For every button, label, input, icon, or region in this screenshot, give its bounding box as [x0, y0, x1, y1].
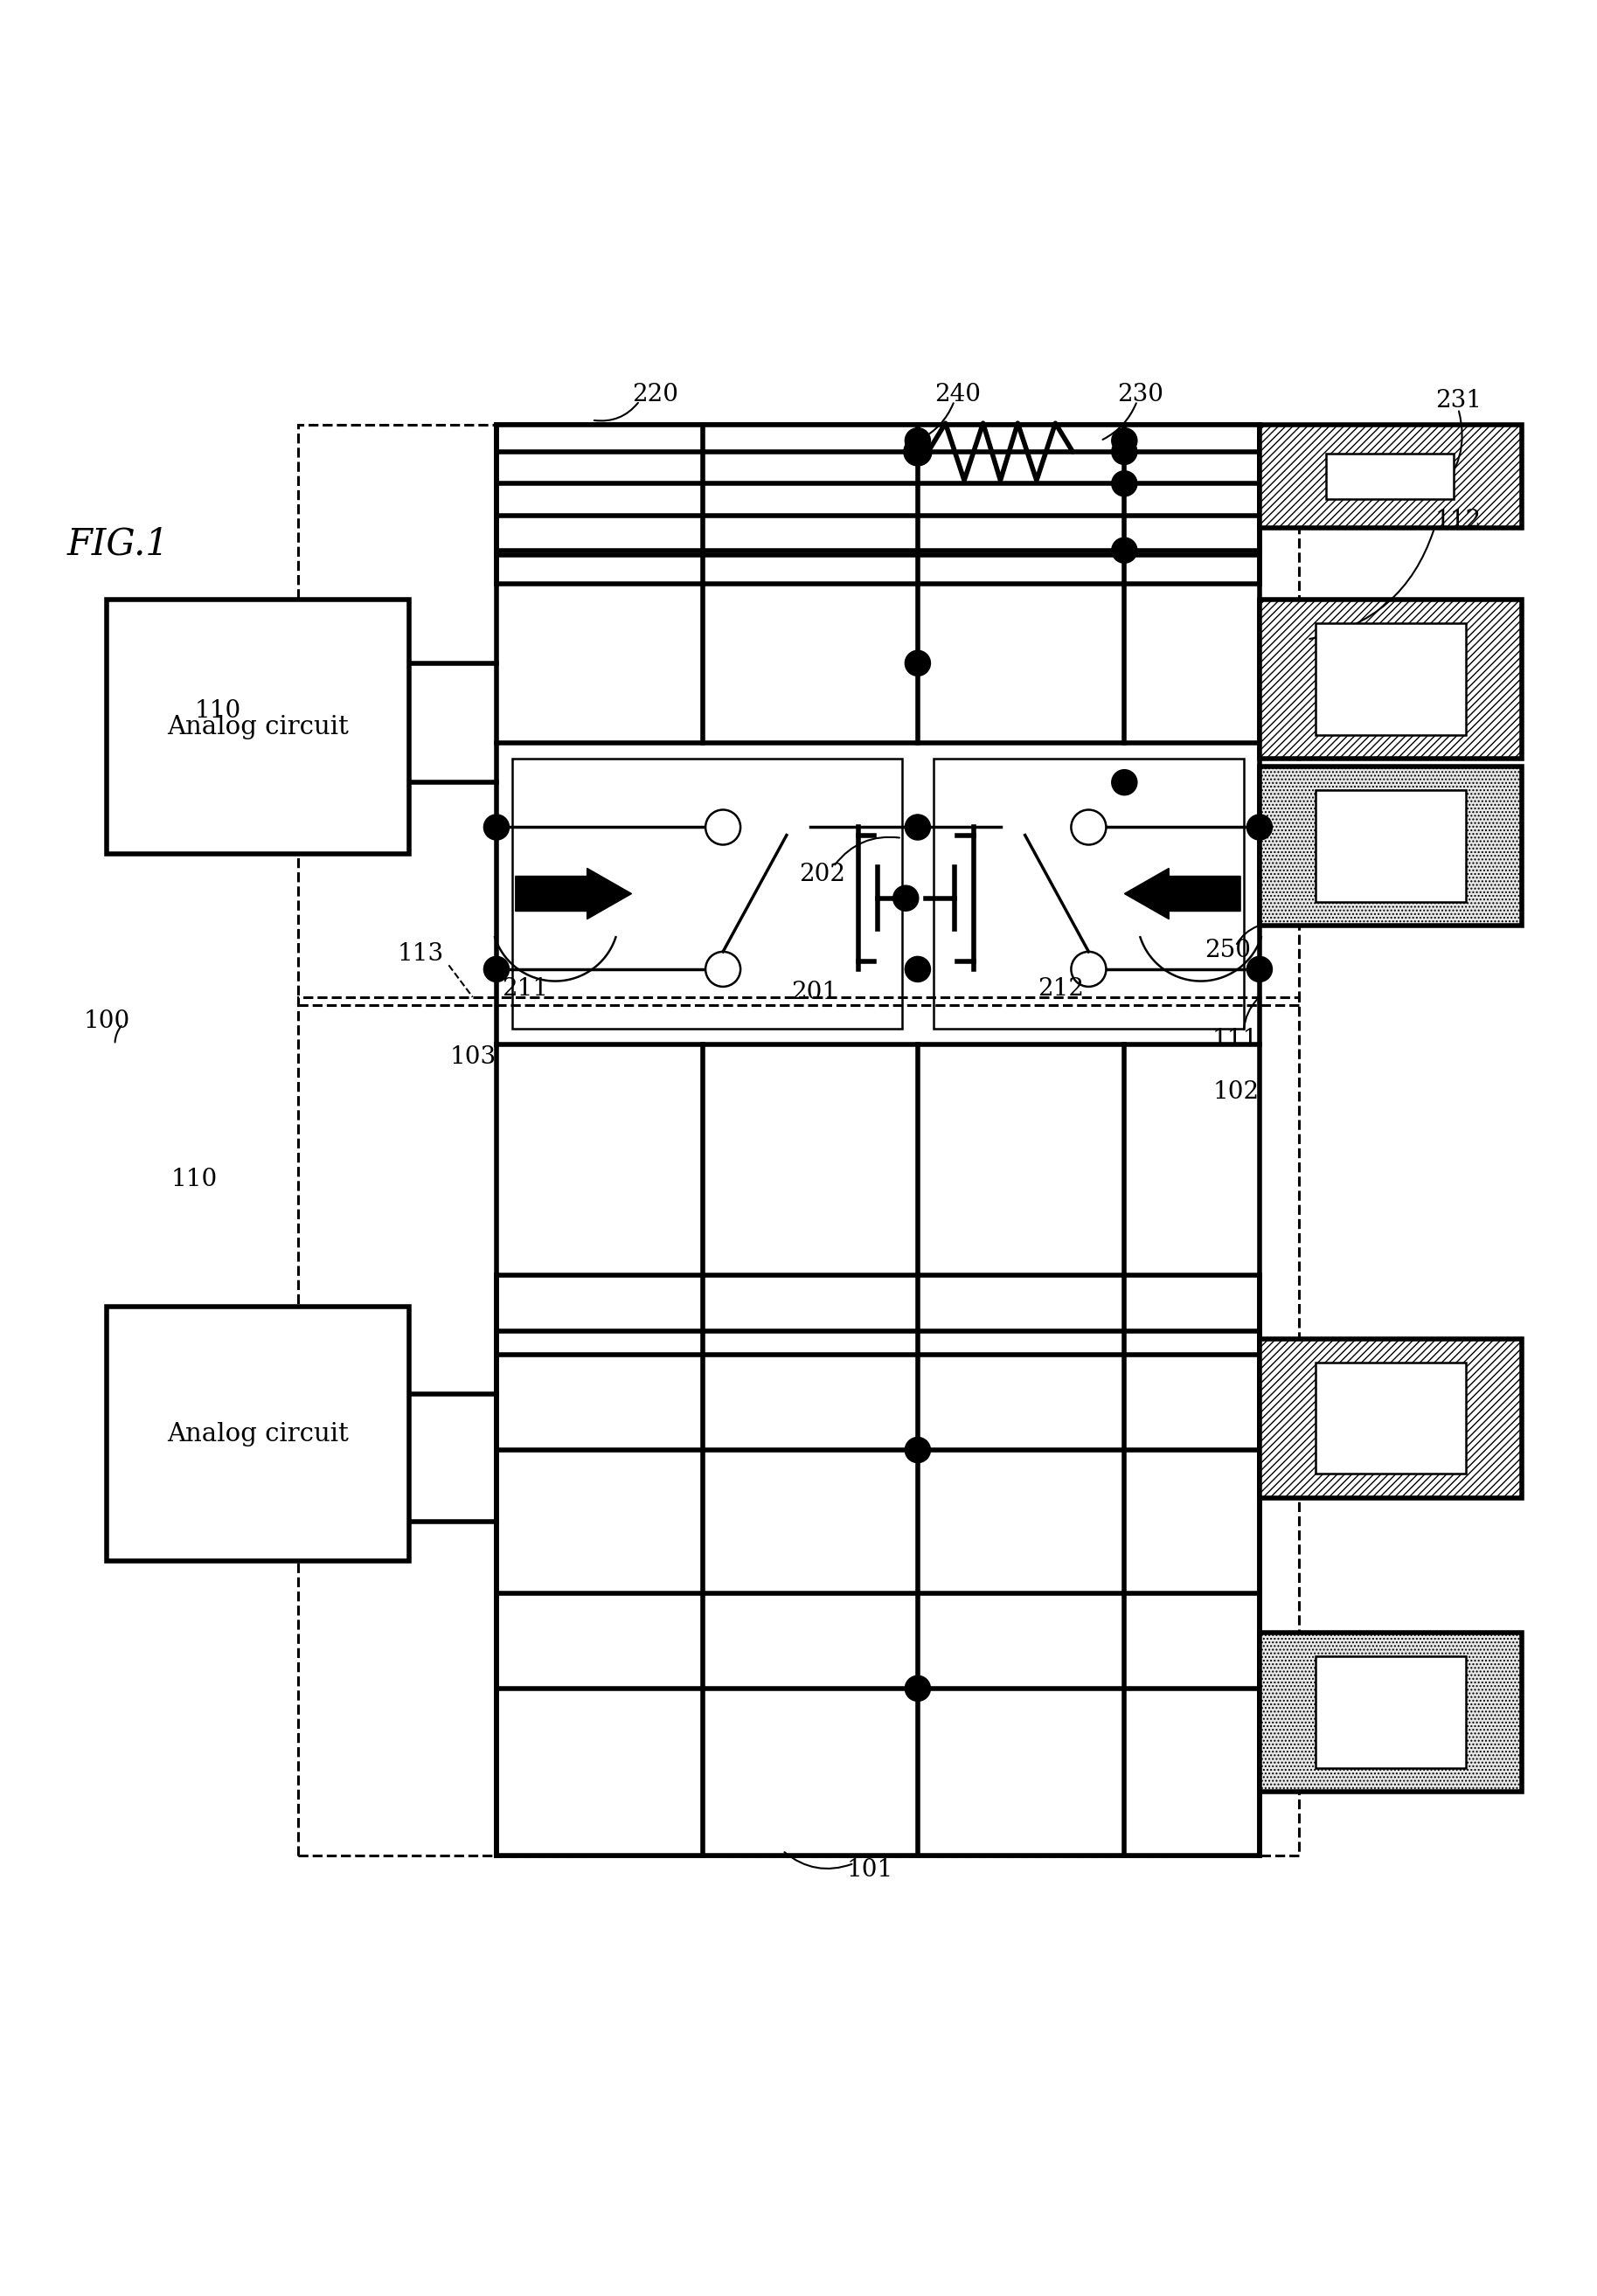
Bar — [1316, 790, 1466, 902]
Bar — [1316, 1658, 1466, 1768]
Bar — [497, 425, 1260, 583]
Text: 230: 230 — [1118, 383, 1164, 406]
Bar — [1260, 1339, 1522, 1497]
Circle shape — [706, 810, 741, 845]
Circle shape — [484, 815, 509, 840]
Circle shape — [1072, 953, 1107, 987]
Bar — [934, 758, 1244, 1029]
Bar — [1316, 625, 1466, 735]
Text: 110: 110 — [171, 1169, 217, 1192]
Text: 101: 101 — [846, 1857, 893, 1880]
FancyArrow shape — [1124, 868, 1241, 918]
Circle shape — [1247, 957, 1273, 983]
Bar — [1316, 1362, 1466, 1474]
Text: 201: 201 — [791, 980, 837, 1003]
Text: 211: 211 — [501, 978, 548, 1001]
Circle shape — [905, 815, 931, 840]
Circle shape — [905, 439, 931, 464]
Text: Analog circuit: Analog circuit — [168, 714, 348, 739]
Bar — [1260, 425, 1522, 528]
Circle shape — [1247, 815, 1273, 840]
Text: FIG.1: FIG.1 — [67, 526, 169, 563]
Bar — [497, 1274, 1260, 1855]
Circle shape — [905, 1676, 931, 1701]
Circle shape — [1112, 471, 1137, 496]
Circle shape — [904, 439, 931, 466]
Circle shape — [1112, 537, 1137, 563]
Text: 110: 110 — [195, 698, 241, 723]
FancyArrow shape — [516, 868, 631, 918]
Circle shape — [905, 427, 931, 452]
Circle shape — [893, 886, 918, 912]
Bar — [497, 1332, 1260, 1855]
Circle shape — [706, 953, 741, 987]
Circle shape — [905, 957, 931, 983]
Circle shape — [1072, 810, 1107, 845]
Text: 212: 212 — [1038, 978, 1084, 1001]
Text: 202: 202 — [798, 863, 845, 886]
Bar — [1326, 452, 1453, 501]
Circle shape — [1112, 427, 1137, 452]
Text: 220: 220 — [632, 383, 679, 406]
Text: 240: 240 — [934, 383, 981, 406]
Bar — [297, 425, 1300, 1006]
Bar — [107, 599, 409, 854]
Text: 102: 102 — [1212, 1081, 1258, 1104]
Bar — [297, 996, 1300, 1855]
Circle shape — [1112, 439, 1137, 464]
Text: 100: 100 — [83, 1008, 131, 1033]
Text: Analog circuit: Analog circuit — [168, 1421, 348, 1446]
Circle shape — [1112, 769, 1137, 794]
Text: 231: 231 — [1436, 388, 1482, 413]
Text: 113: 113 — [398, 941, 444, 967]
Bar — [107, 1306, 409, 1561]
Bar — [497, 742, 1260, 1045]
Circle shape — [905, 439, 931, 464]
Circle shape — [905, 650, 931, 675]
Bar — [1260, 599, 1522, 758]
Text: 250: 250 — [1204, 939, 1250, 962]
Circle shape — [484, 957, 509, 983]
Text: 103: 103 — [449, 1045, 495, 1070]
Text: 112: 112 — [1436, 507, 1482, 533]
Bar — [1260, 767, 1522, 925]
Bar — [1260, 1632, 1522, 1791]
Circle shape — [905, 1437, 931, 1463]
Bar — [513, 758, 902, 1029]
Text: 111: 111 — [1212, 1029, 1258, 1052]
Bar — [497, 425, 1260, 556]
